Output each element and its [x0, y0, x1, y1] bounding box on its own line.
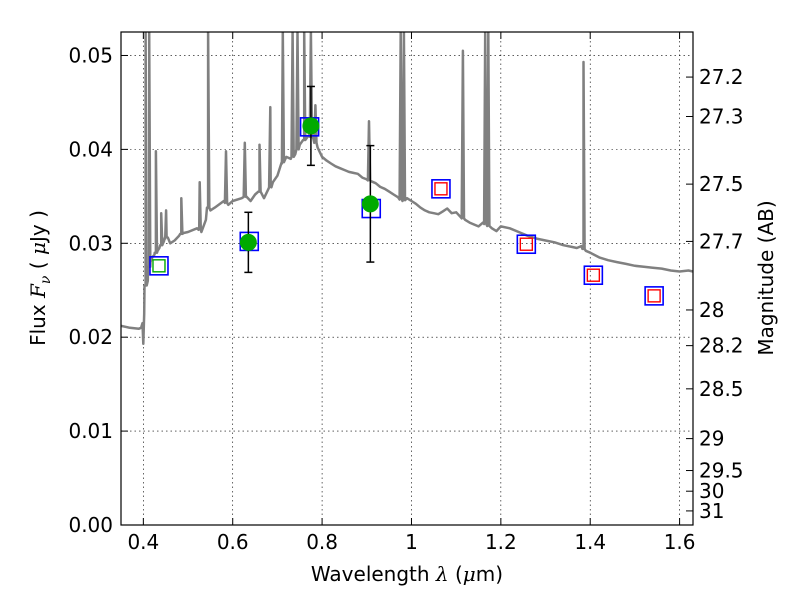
inner-square-marker	[519, 237, 534, 251]
y-tick-label: 0.01	[68, 419, 113, 443]
x-tick-label: 1.2	[485, 530, 517, 554]
right-tick-label: 27.2	[699, 65, 744, 89]
inner-square-marker	[586, 268, 601, 282]
right-tick-label: 29.5	[699, 459, 744, 483]
right-tick-label: 27.7	[699, 229, 744, 253]
right-tick-label: 29	[699, 427, 724, 451]
blue-square-marker	[431, 179, 451, 199]
green-circle-marker	[239, 233, 257, 251]
green-circle-marker	[361, 195, 379, 213]
right-tick-label: 30	[699, 479, 724, 503]
x-tick-label: 0.4	[127, 530, 159, 554]
y-tick-label: 0.02	[68, 325, 113, 349]
plot-area	[121, 32, 693, 346]
green-circle-marker	[302, 117, 320, 135]
x-tick-label: 1	[405, 530, 418, 554]
x-tick-label: 1.4	[574, 530, 606, 554]
y-tick-label: 0.04	[68, 137, 113, 161]
blue-square-marker	[149, 256, 169, 276]
y-tick-label: 0.00	[68, 513, 113, 537]
y-axis-title: Flux Fν ( μJy )	[26, 210, 54, 346]
x-tick-label: 0.6	[217, 530, 249, 554]
right-tick-label: 31	[699, 499, 724, 523]
spectrum-line	[121, 32, 693, 346]
right-tick-label: 28.5	[699, 377, 744, 401]
y-tick-label: 0.03	[68, 231, 113, 255]
inner-square-marker	[152, 259, 166, 273]
blue-square-marker	[644, 286, 664, 306]
x-tick-label: 0.8	[306, 530, 338, 554]
inner-square-marker	[647, 289, 661, 303]
right-tick-label: 28.2	[699, 334, 744, 358]
right-tick-label: 28	[699, 298, 724, 322]
x-tick-label: 1.6	[664, 530, 696, 554]
right-tick-label: 27.5	[699, 172, 744, 196]
grid	[121, 32, 693, 526]
inner-square-marker	[434, 182, 448, 196]
plot-frame	[120, 31, 694, 526]
blue-square-marker	[583, 265, 604, 286]
right-tick-label: 27.3	[699, 105, 744, 129]
right-axis-title: Magnitude (AB)	[754, 200, 778, 355]
axis-ticks: 0.4 0.6 0.8 1 1.2 1.4 1.6 0.00 0.01 0.02 0.03 0.04 0…	[68, 32, 744, 554]
blue-square-marker	[516, 234, 537, 255]
y-tick-label: 0.05	[68, 43, 113, 67]
x-axis-title: Wavelength λ (μm)	[311, 562, 503, 586]
